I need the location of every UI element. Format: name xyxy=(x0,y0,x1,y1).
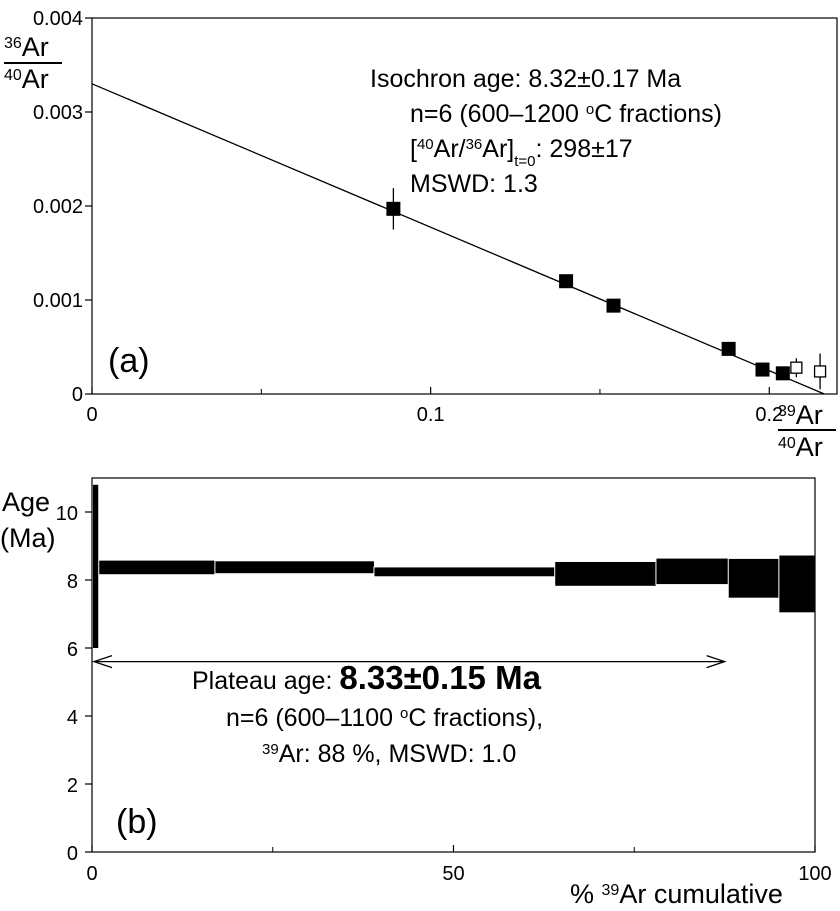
plateau-step-bar xyxy=(93,484,99,648)
isochron-mswd-text: MSWD: 1.3 xyxy=(410,170,538,198)
panel-a-label: (a) xyxy=(108,342,150,380)
isochron-point-filled xyxy=(606,298,621,313)
plateau-ytick-label: 2 xyxy=(67,775,78,797)
plateau-xtick-label: 0 xyxy=(86,863,97,885)
isochron-point-filled xyxy=(775,366,790,381)
isochron-ytick-label: 0.001 xyxy=(33,290,83,312)
plateau-ylabel-unit: (Ma) xyxy=(0,523,56,553)
plateau-xtick-label: 100 xyxy=(798,863,831,885)
plateau-arrow-head-left xyxy=(91,654,113,669)
plateau-xlabel: % 39Ar cumulative xyxy=(570,879,783,909)
isochron-ytick-label: 0 xyxy=(72,384,83,406)
plateau-ytick-label: 0 xyxy=(67,843,78,865)
plateau-step-bar xyxy=(655,558,729,585)
plateau-arrow-head-right xyxy=(706,654,727,669)
isochron-panel: 0 0.001 0.002 0.003 0.004 0 0.1 0.2 36Ar 40Ar 3… xyxy=(4,8,838,462)
plateau-mswd-text: 39Ar: 88 %, MSWD: 1.0 xyxy=(262,740,516,768)
plateau-n-text: n=6 (600–1100 oC fractions), xyxy=(226,704,543,732)
panel-b-label: (b) xyxy=(116,803,158,841)
isochron-ytick-label: 0.003 xyxy=(33,102,83,124)
isochron-point-open xyxy=(813,365,827,378)
isochron-xtick-label: 0 xyxy=(86,404,97,426)
isochron-point-open xyxy=(790,361,803,374)
isochron-xtick-label: 0.2 xyxy=(755,404,783,426)
isochron-ytick-label: 0.004 xyxy=(33,8,83,30)
plateau-step-bar xyxy=(728,558,779,598)
isochron-fit-line xyxy=(91,83,825,395)
plateau-step-bar xyxy=(554,561,656,586)
plateau-ytick-label: 4 xyxy=(67,707,78,729)
plateau-age-text: Plateau age: 8.33±0.15 Ma xyxy=(192,659,542,696)
plateau-step-bar xyxy=(778,555,815,613)
isochron-point-filled xyxy=(559,274,574,289)
isochron-xlabel-numerator: 39Ar xyxy=(778,400,823,430)
plateau-ytick-label: 6 xyxy=(67,639,78,661)
isochron-ylabel-denominator: 40Ar xyxy=(4,64,49,94)
isochron-point-filled xyxy=(721,341,736,356)
isochron-initial-ratio-text: [40Ar/36Ar]t=0: 298±17 xyxy=(410,135,633,170)
plateau-xtick-label: 50 xyxy=(442,863,464,885)
isochron-xtick-label: 0.1 xyxy=(417,404,445,426)
plateau-step-bar xyxy=(99,560,215,575)
isochron-point-filled xyxy=(755,362,770,377)
isochron-age-text: Isochron age: 8.32±0.17 Ma xyxy=(370,65,681,93)
plateau-ytick-label: 8 xyxy=(67,571,78,593)
isochron-xlabel-denominator: 40Ar xyxy=(778,432,823,462)
plateau-step-bar xyxy=(373,567,555,577)
isochron-n-text: n=6 (600–1200 oC fractions) xyxy=(410,100,722,128)
isochron-ytick-label: 0.002 xyxy=(33,196,83,218)
plateau-ytick-label: 10 xyxy=(56,503,78,525)
isochron-point-filled xyxy=(386,201,401,216)
plateau-ylabel-age: Age xyxy=(2,487,50,517)
plateau-step-bar xyxy=(214,561,374,574)
isochron-ylabel-numerator: 36Ar xyxy=(4,32,49,62)
